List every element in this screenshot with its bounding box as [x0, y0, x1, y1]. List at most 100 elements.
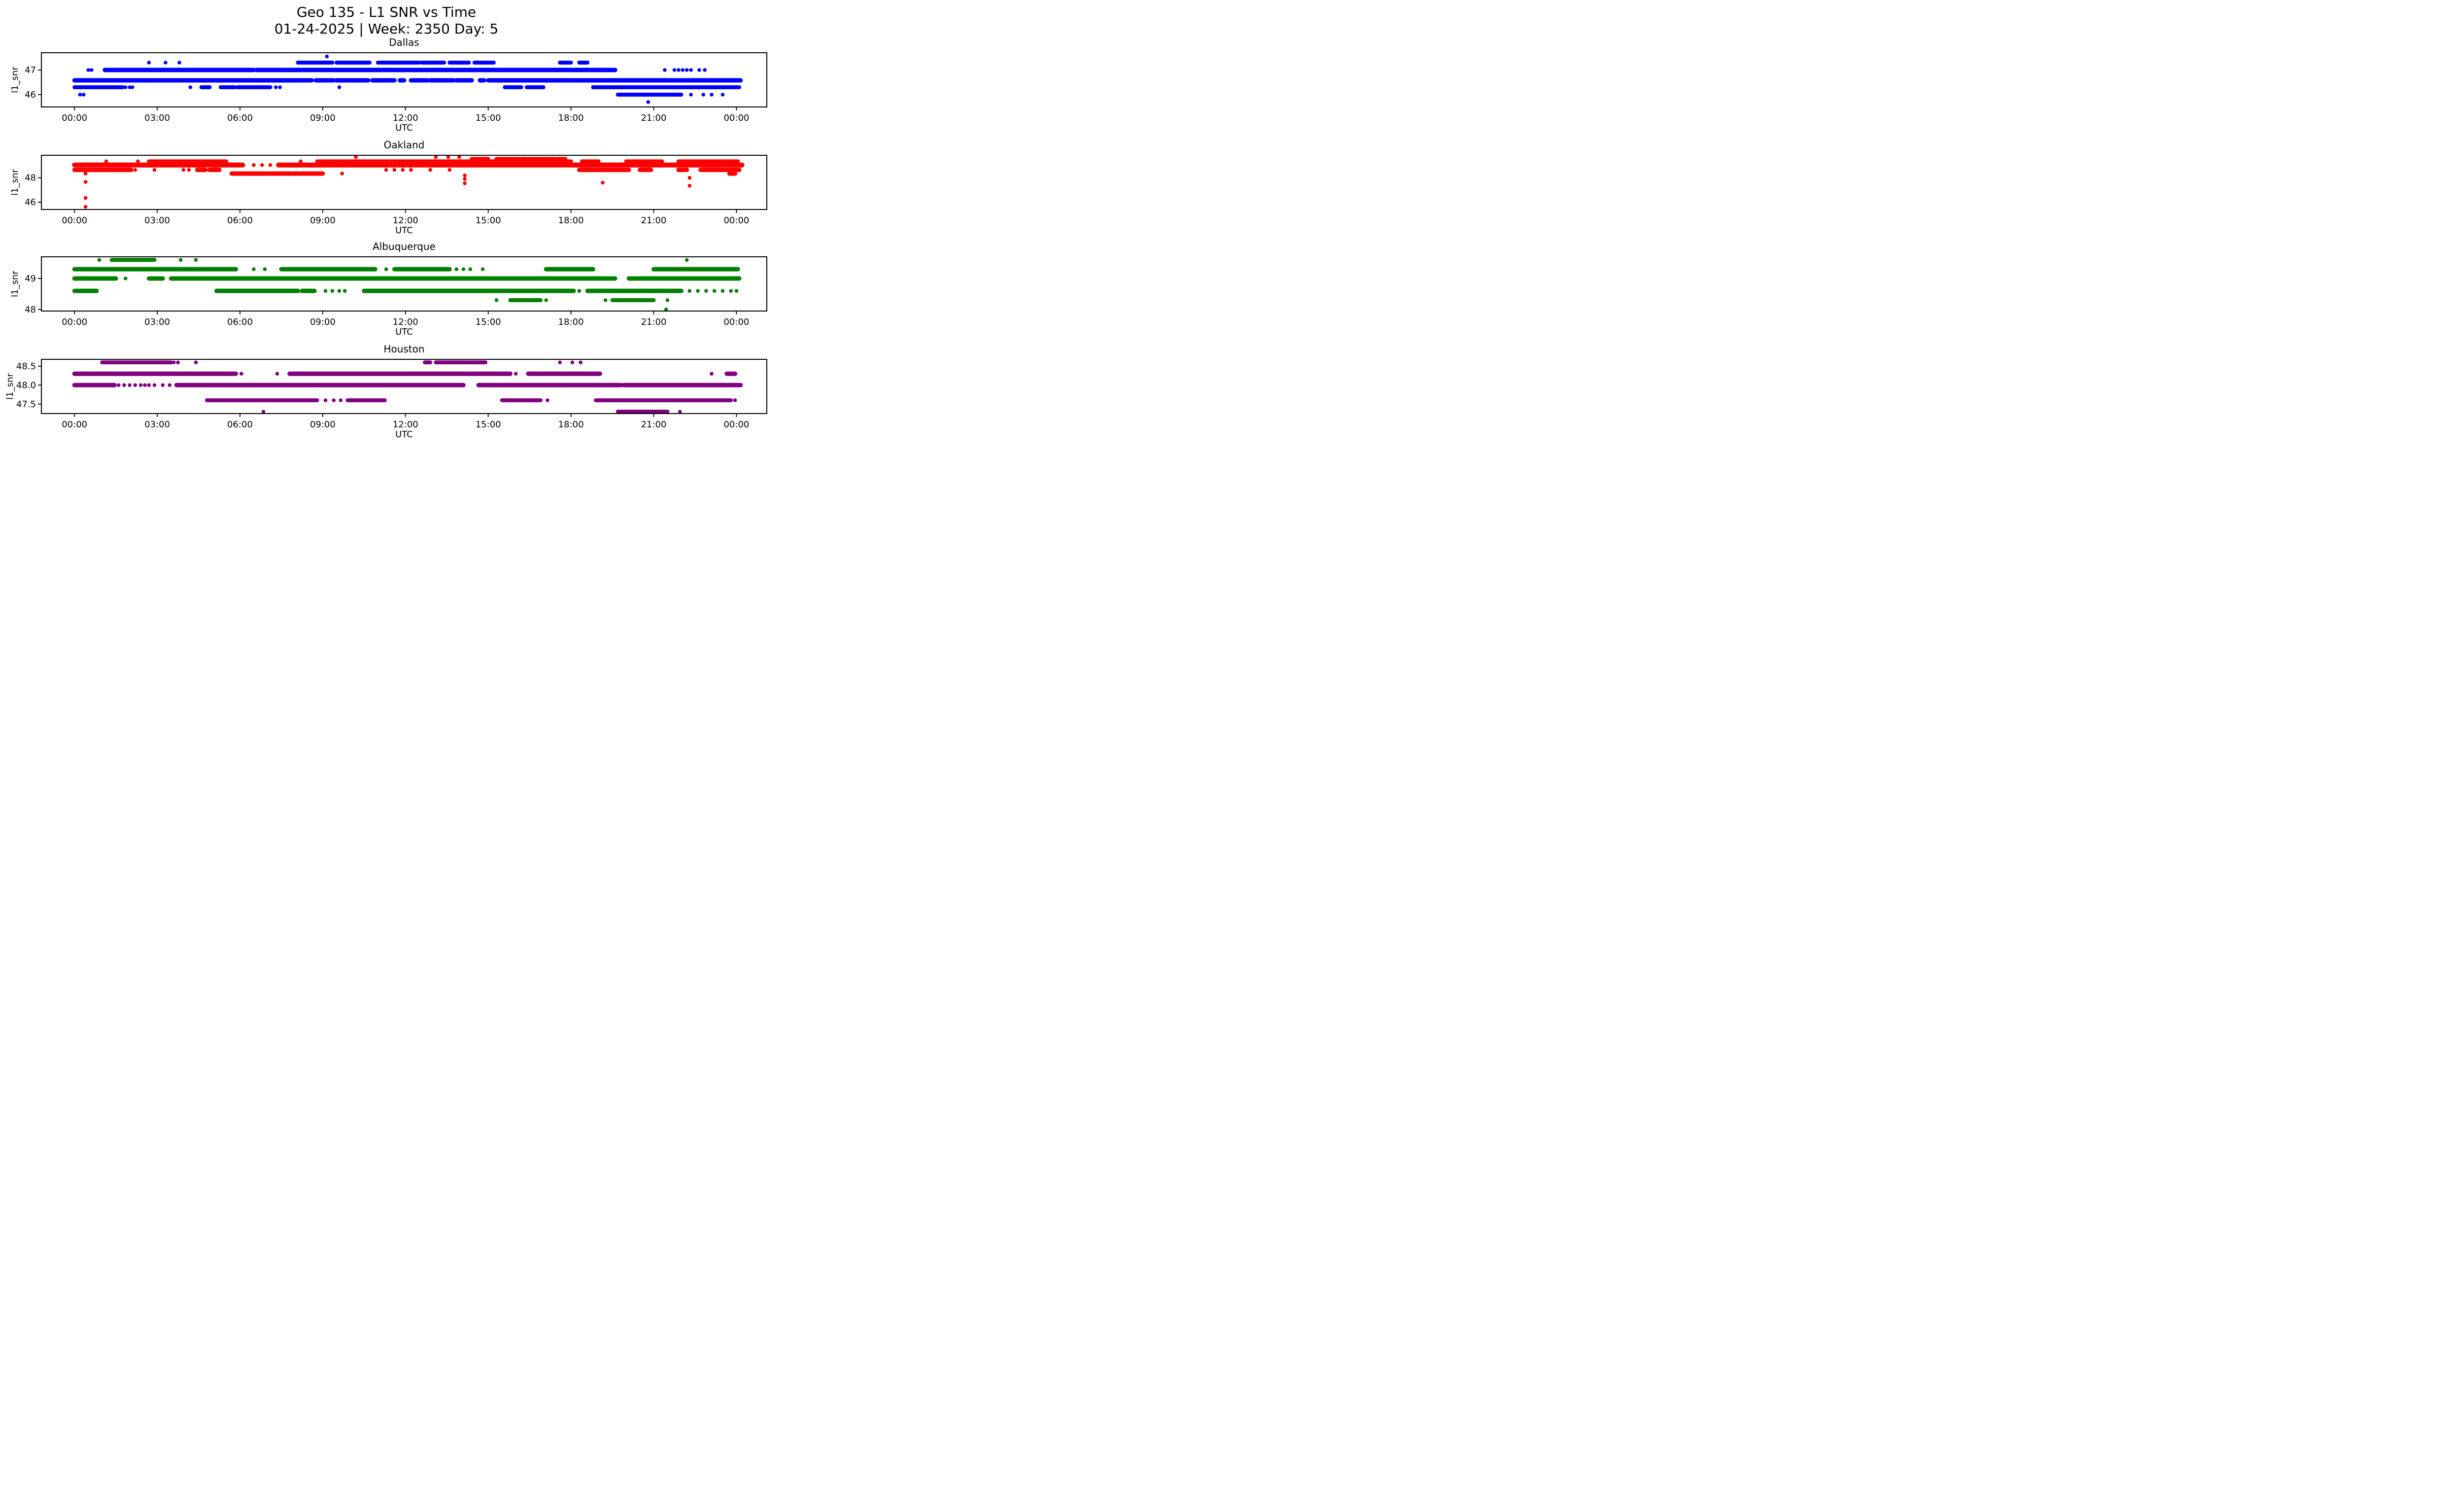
- scatter-point: [684, 68, 689, 72]
- x-tick-label: 21:00: [641, 113, 667, 123]
- scatter-point: [83, 180, 88, 184]
- scatter-point: [83, 172, 88, 175]
- scatter-point: [83, 196, 88, 200]
- plot-area-albuquerque: 49 48 00:00 03:00 06:00 09:00 12:00 15:00 18:00 2…: [25, 256, 767, 327]
- figure-title: Geo 135 - L1 SNR vs Time: [297, 4, 476, 20]
- x-tick-label: 18:00: [558, 419, 584, 430]
- scatter-point: [337, 85, 342, 89]
- axes-frame: [41, 359, 767, 414]
- scatter-point: [689, 68, 693, 72]
- scatter-point: [672, 68, 677, 72]
- plot-area-dallas: 47 46 00:00 03:00 06:00 09:00 12:00 15:00 18:00 2…: [25, 52, 767, 123]
- plot-area-oakland: 48 46 00:00 03:00 06:00 09:00 12:00 15:00 18:00 2…: [25, 155, 767, 226]
- scatter-point: [133, 168, 137, 172]
- scatter-point: [147, 61, 151, 65]
- scatter-point: [463, 181, 467, 185]
- scatter-point: [409, 168, 413, 172]
- y-tick-label: 46: [25, 90, 36, 100]
- x-tick-label: 15:00: [476, 419, 501, 430]
- scatter-point: [677, 68, 681, 72]
- scatter-point: [447, 168, 452, 172]
- scatter-point: [330, 289, 335, 293]
- x-tick-label: 09:00: [310, 419, 336, 430]
- figure-subtitle: 01-24-2025 | Week: 2350 Day: 5: [274, 21, 499, 37]
- scatter-point: [252, 163, 256, 167]
- scatter-point: [696, 289, 700, 293]
- y-tick-label: 48.5: [16, 361, 36, 372]
- x-tick-label: 09:00: [310, 317, 336, 327]
- axes-frame: [41, 155, 767, 210]
- x-tick-label: 06:00: [227, 317, 253, 327]
- scatter-point: [83, 205, 88, 209]
- x-axis-label: UTC: [395, 123, 413, 133]
- plot-area-houston: 48.5 48.0 47.5 00:00 03:00 06:00 09:00 12:00 15:…: [16, 359, 767, 430]
- scatter-point: [260, 163, 264, 167]
- subplot-title-oakland: Oakland: [384, 139, 425, 151]
- scatter-point: [152, 168, 157, 172]
- scatter-point: [710, 372, 714, 376]
- scatter-point: [138, 383, 143, 387]
- scatter-point: [446, 155, 450, 159]
- scatter-point: [337, 289, 342, 293]
- y-tick-label: 48: [25, 305, 36, 315]
- subplot-oakland: Oakland l1_snr UTC 48 46 00:00 03:00 06:00 09…: [10, 139, 767, 236]
- scatter-point: [123, 277, 128, 280]
- scatter-point: [704, 289, 708, 293]
- scatter-point: [136, 159, 140, 164]
- x-tick-label: 18:00: [558, 113, 584, 123]
- scatter-point: [710, 93, 714, 97]
- scatter-point: [384, 267, 388, 271]
- scatter-point: [463, 177, 467, 181]
- scatter-point: [468, 267, 473, 271]
- scatter-point: [261, 410, 266, 414]
- scatter-point: [194, 258, 198, 262]
- scatter-point: [177, 61, 181, 65]
- scatter-point: [570, 360, 575, 364]
- scatter-point: [729, 289, 733, 293]
- x-tick-label: 09:00: [310, 215, 336, 226]
- scatter-point: [354, 155, 358, 159]
- scatter-point: [546, 398, 549, 402]
- x-tick-label: 00:00: [723, 215, 749, 226]
- scatter-point: [97, 258, 102, 262]
- scatter-point: [323, 398, 328, 402]
- scatter-point: [299, 159, 303, 164]
- scatter-point: [274, 85, 278, 89]
- scatter-point: [733, 398, 737, 402]
- scatter-point: [128, 85, 132, 89]
- scatter-point: [720, 93, 725, 97]
- y-axis-label: l1_snr: [10, 271, 20, 297]
- scatter-point: [178, 258, 183, 262]
- x-tick-label: 15:00: [476, 215, 501, 226]
- x-tick-label: 12:00: [393, 317, 418, 327]
- subplot-title-houston: Houston: [383, 343, 424, 355]
- x-tick-label: 03:00: [144, 215, 170, 226]
- scatter-point: [689, 93, 693, 97]
- figure-canvas: Geo 135 - L1 SNR vs Time 01-24-2025 | We…: [5, 4, 767, 440]
- scatter-point: [665, 298, 670, 302]
- scatter-point: [734, 289, 739, 293]
- scatter-point: [123, 85, 128, 89]
- scatter-point: [687, 175, 692, 180]
- scatter-point: [332, 398, 336, 402]
- scatter-point: [384, 168, 388, 172]
- scatter-point: [278, 85, 282, 89]
- axes-frame: [41, 52, 767, 107]
- scatter-point: [90, 68, 94, 72]
- x-tick-label: 03:00: [144, 317, 170, 327]
- x-tick-label: 00:00: [62, 215, 87, 226]
- scatter-point: [712, 289, 717, 293]
- scatter-point: [133, 383, 137, 387]
- scatter-point: [263, 267, 267, 271]
- subplot-houston: Houston l1_snr UTC 48.5 48.0 47.5 00:00 03:0…: [5, 343, 767, 440]
- scatter-point: [78, 93, 82, 97]
- x-tick-label: 00:00: [62, 317, 87, 327]
- x-tick-label: 00:00: [62, 113, 87, 123]
- scatter-point: [128, 383, 132, 387]
- scatter-point: [558, 360, 562, 364]
- scatter-point: [684, 258, 689, 262]
- scatter-point: [325, 54, 329, 59]
- subplot-dallas: Dallas l1_snr UTC 47 46 00:00 03:00 06:00 09:…: [10, 36, 767, 133]
- figure: Geo 135 - L1 SNR vs Time 01-24-2025 | We…: [0, 0, 773, 444]
- x-tick-label: 15:00: [476, 113, 501, 123]
